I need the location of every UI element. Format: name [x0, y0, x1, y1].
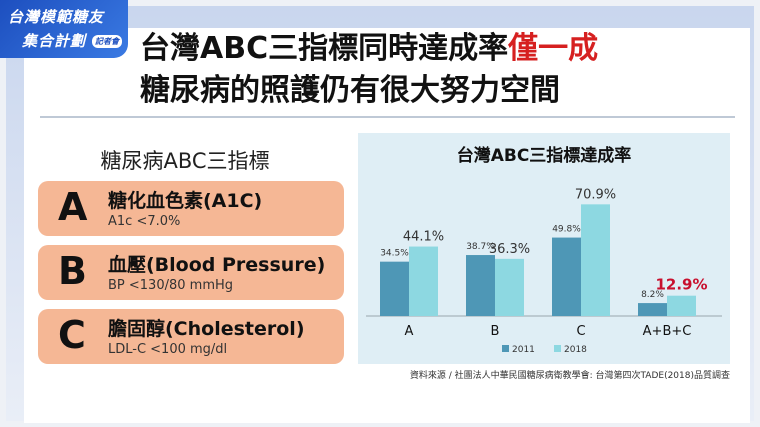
- data-label-2018-B: 36.3%: [489, 242, 530, 257]
- divider: [40, 116, 735, 118]
- x-tick-label: A+B+C: [643, 324, 692, 339]
- data-label-2018-A+B+C: 12.9%: [655, 276, 707, 294]
- logo-line1: 台灣模範糖友: [8, 8, 105, 26]
- legend-label-2011: 2011: [512, 345, 535, 355]
- legend-label-2018: 2018: [564, 345, 587, 355]
- data-label-2018-C: 70.9%: [575, 187, 616, 202]
- indicator-target: BP <130/80 mmHg: [108, 278, 234, 293]
- bar-2018-B: [495, 258, 524, 316]
- chart-panel: 台灣ABC三指標達成率 34.5% 44.1% A 38.7% 36.3% B 49.8% 7…: [358, 133, 730, 364]
- data-label-2011-A+B+C: 8.2%: [641, 290, 664, 300]
- data-label-2011-B: 38.7%: [466, 242, 495, 252]
- legend-swatch-2018: [554, 345, 561, 352]
- x-tick-label: B: [491, 324, 500, 339]
- x-tick-label: C: [576, 324, 585, 339]
- logo-tag: 記者會: [92, 35, 122, 48]
- bar-2018-A+B+C: [667, 295, 696, 316]
- indicators-title: 糖尿病ABC三指標: [100, 149, 270, 173]
- chart-title: 台灣ABC三指標達成率: [457, 145, 632, 166]
- source-note: 資料來源 / 社團法人中華民國糖尿病衛教學會: 台灣第四次TADE(2018)品…: [409, 371, 730, 381]
- logo-line2: 集合計劃: [22, 32, 87, 50]
- headline-prefix: 台灣ABC三指標同時達成率: [140, 31, 509, 66]
- bar-2011-C: [552, 237, 581, 316]
- indicator-name: 糖化血色素(A1C): [108, 190, 263, 212]
- indicator-name: 膽固醇(Cholesterol): [108, 318, 305, 340]
- data-label-2011-C: 49.8%: [552, 225, 581, 235]
- indicator-card-b: B 血壓(Blood Pressure) BP <130/80 mmHg: [38, 245, 344, 300]
- bar-2011-B: [466, 255, 495, 316]
- indicator-letter: A: [58, 185, 88, 229]
- bar-2018-C: [581, 204, 610, 316]
- indicator-target: LDL-C <100 mg/dl: [108, 342, 228, 357]
- bar-2011-A+B+C: [638, 303, 667, 316]
- bar-2011-A: [380, 261, 409, 316]
- x-tick-label: A: [405, 324, 414, 339]
- legend-swatch-2011: [502, 345, 509, 352]
- data-label-2011-A: 34.5%: [380, 249, 409, 259]
- bar-2018-A: [409, 246, 438, 316]
- data-label-2018-A: 44.1%: [403, 230, 444, 245]
- headline-highlight: 僅一成: [508, 31, 599, 66]
- indicator-target: A1c <7.0%: [108, 214, 181, 229]
- indicator-card-c: C 膽固醇(Cholesterol) LDL-C <100 mg/dl: [38, 309, 344, 364]
- indicator-letter: C: [58, 313, 86, 357]
- headline-line2: 糖尿病的照護仍有很大努力空間: [140, 73, 560, 108]
- headline-line1: 台灣ABC三指標同時達成率僅一成: [140, 30, 598, 68]
- bar-chart: 台灣ABC三指標達成率 34.5% 44.1% A 38.7%36.3% B 49.8% 7…: [366, 145, 722, 355]
- event-logo: 台灣模範糖友 集合計劃 記者會: [0, 0, 128, 58]
- indicator-name: 血壓(Blood Pressure): [108, 254, 326, 276]
- indicator-card-a: A 糖化血色素(A1C) A1c <7.0%: [38, 181, 344, 236]
- indicator-letter: B: [58, 249, 87, 293]
